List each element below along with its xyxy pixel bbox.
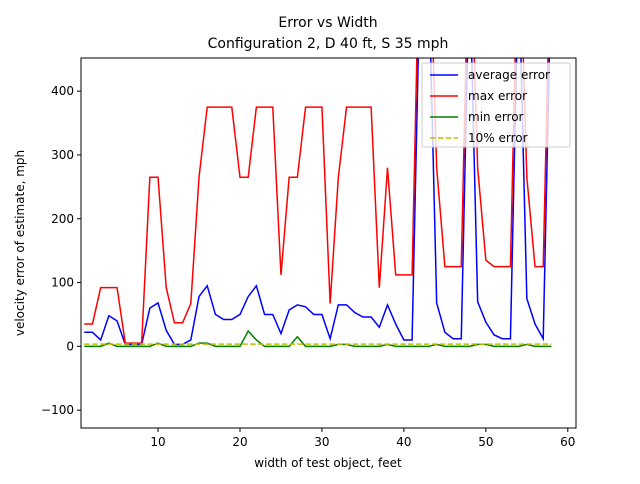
axes-frame (80, 57, 577, 429)
chart-title: Error vs Width (278, 15, 377, 31)
x-tick-label: 60 (560, 435, 575, 449)
chart-subtitle: Configuration 2, D 40 ft, S 35 mph (208, 36, 449, 52)
x-tick-label: 40 (396, 435, 411, 449)
x-tick-label: 10 (150, 435, 165, 449)
legend-label: average error (468, 68, 550, 82)
legend-label: 10% error (468, 131, 528, 145)
x-tick-label: 30 (314, 435, 329, 449)
series-line (84, 58, 549, 344)
x-tick-label: 20 (232, 435, 247, 449)
y-tick-label: 100 (51, 276, 74, 290)
y-tick-label: −100 (41, 403, 74, 417)
y-tick-label: 400 (51, 84, 74, 98)
x-tick-label: 50 (478, 435, 493, 449)
y-axis-label: velocity error of estimate, mph (13, 150, 27, 336)
y-tick-label: 200 (51, 212, 74, 226)
series-line (84, 329, 552, 348)
x-axis-label: width of test object, feet (254, 456, 402, 470)
y-tick-label: 300 (51, 148, 74, 162)
legend-box (421, 62, 571, 148)
legend-label: max error (468, 89, 527, 103)
y-tick-label: 0 (66, 339, 74, 353)
legend-label: min error (468, 110, 524, 124)
